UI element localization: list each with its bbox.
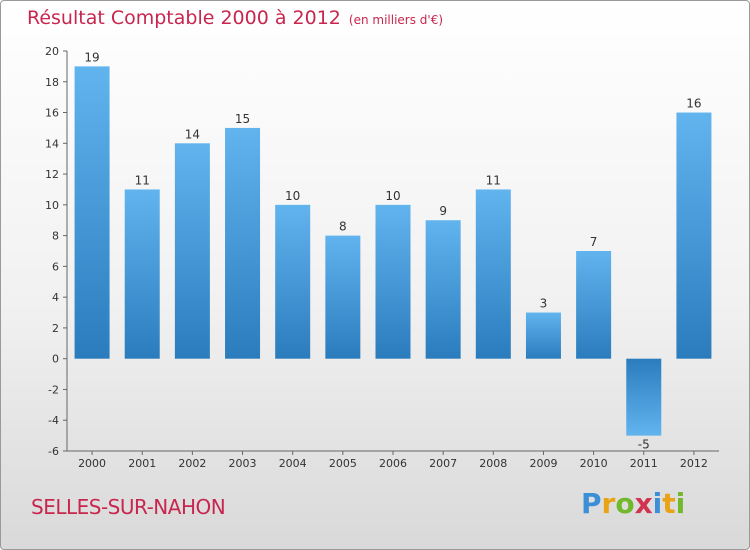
y-tick-label: -2 <box>48 383 59 396</box>
x-tick-label: 2003 <box>229 457 257 470</box>
place-name: SELLES-SUR-NAHON <box>31 495 226 519</box>
bar-2003 <box>225 127 261 359</box>
value-label: 11 <box>135 173 150 187</box>
x-tick-label: 2002 <box>178 457 206 470</box>
bar-2009 <box>525 312 561 359</box>
value-label: 14 <box>185 127 200 141</box>
logo-letter: o <box>615 487 635 520</box>
logo-letter: t <box>662 487 676 520</box>
y-tick-label: 2 <box>52 322 59 335</box>
y-tick-label: 4 <box>52 291 59 304</box>
x-tick-label: 2011 <box>630 457 658 470</box>
chart-title: Résultat Comptable 2000 à 2012 (en millie… <box>27 7 443 29</box>
y-tick-label: 16 <box>45 107 59 120</box>
bar-2008 <box>475 189 511 359</box>
title-text: Résultat Comptable 2000 à 2012 <box>27 7 341 29</box>
chart-labels: 19 11 14 15 10 8 10 9 11 3 7 -5 16 <box>84 50 701 451</box>
value-label: 15 <box>235 112 250 126</box>
bar-2000 <box>74 66 110 359</box>
bar-2010 <box>576 251 612 359</box>
x-tick-label: 2005 <box>329 457 357 470</box>
x-tick-label: 2004 <box>279 457 307 470</box>
logo-letter: x <box>634 487 653 520</box>
x-tick-label: 2001 <box>128 457 156 470</box>
y-tick-label: -6 <box>48 445 59 458</box>
value-label: 10 <box>285 189 300 203</box>
y-tick-label: 20 <box>45 45 59 58</box>
y-tick-label: -4 <box>48 414 59 427</box>
y-tick-label: 0 <box>52 353 59 366</box>
value-label: 11 <box>486 173 501 187</box>
bar-2007 <box>425 220 461 359</box>
bar-2004 <box>275 204 311 359</box>
bar-2006 <box>375 204 411 359</box>
y-tick-label: 8 <box>52 230 59 243</box>
value-label: 19 <box>84 50 99 64</box>
x-tick-label: 2000 <box>78 457 106 470</box>
x-tick-label: 2010 <box>580 457 608 470</box>
bar-2002 <box>174 143 210 359</box>
y-tick-label: 6 <box>52 260 59 273</box>
bar-2011 <box>626 358 662 436</box>
value-label: 16 <box>686 97 701 111</box>
value-label: 8 <box>339 220 347 234</box>
y-tick-label: 10 <box>45 199 59 212</box>
logo-letter: i <box>675 487 686 520</box>
value-label: -5 <box>638 438 650 452</box>
value-label: 9 <box>439 204 447 218</box>
proxiti-logo[interactable]: Proxiti <box>581 487 685 520</box>
logo-letter: P <box>581 487 602 520</box>
value-label: 3 <box>540 297 548 311</box>
x-tick-label: 2012 <box>680 457 708 470</box>
logo-letter: i <box>652 487 663 520</box>
y-tick-label: 12 <box>45 168 59 181</box>
bar-2005 <box>325 235 361 359</box>
chart-subtitle: (en milliers d'€) <box>348 13 444 27</box>
x-tick-label: 2009 <box>529 457 557 470</box>
chart-axes: -6 -4 -2 0 2 4 6 8 10 12 14 16 18 20 2000 2001 2002 2003 2… <box>45 45 719 470</box>
x-tick-label: 2008 <box>479 457 507 470</box>
chart-bars <box>74 66 712 436</box>
value-label: 10 <box>385 189 400 203</box>
x-tick-label: 2006 <box>379 457 407 470</box>
x-tick-label: 2007 <box>429 457 457 470</box>
y-tick-label: 18 <box>45 76 59 89</box>
bar-2001 <box>124 189 160 359</box>
logo-letter: r <box>601 487 616 520</box>
bar-2012 <box>676 112 712 359</box>
value-label: 7 <box>590 235 598 249</box>
y-tick-label: 14 <box>45 137 59 150</box>
